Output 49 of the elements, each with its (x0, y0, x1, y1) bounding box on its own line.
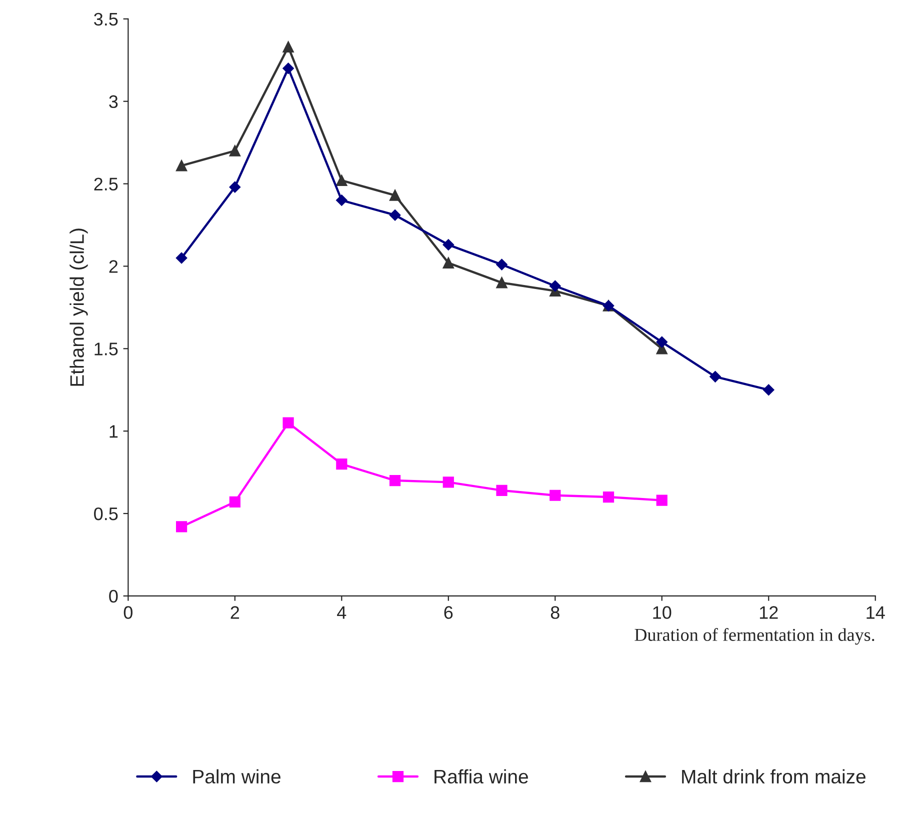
y-tick-label: 2.5 (94, 178, 118, 190)
legend-label: Malt drink from maize (682, 769, 866, 784)
point (550, 490, 561, 501)
point (176, 160, 188, 172)
y-axis-title: Ethanol yield (cl/L) (70, 228, 88, 386)
x-tick-label: 14 (866, 606, 885, 619)
x-tick-label: 10 (653, 606, 672, 619)
x-tick-label: 2 (230, 606, 240, 619)
x-tick-label: 4 (337, 606, 346, 619)
point (442, 476, 454, 488)
point (550, 280, 561, 292)
y-tick-label: 0 (109, 590, 118, 603)
y-tick-label: 1.5 (94, 342, 118, 356)
point (336, 194, 348, 206)
point (282, 41, 294, 52)
point (176, 252, 188, 264)
x-tick-label: 0 (124, 606, 132, 619)
y-tick-label: 0.5 (94, 507, 118, 520)
point (229, 496, 240, 508)
y-tick-label: 3.5 (94, 12, 118, 26)
point (229, 145, 240, 156)
point (496, 277, 508, 288)
x-axis-title: Duration of fermentation in days. (634, 628, 874, 645)
point (282, 417, 294, 428)
point (442, 239, 454, 250)
point (389, 209, 401, 221)
y-tick-label: 1 (110, 425, 118, 438)
point (496, 484, 508, 496)
x-tick-label: 12 (760, 606, 778, 619)
point (496, 258, 508, 270)
point (389, 474, 401, 486)
point (656, 336, 668, 348)
point (336, 458, 348, 470)
y-tick-label: 2 (109, 260, 118, 273)
point (229, 181, 241, 193)
point (442, 257, 454, 268)
point (710, 371, 721, 382)
x-tick-label: 8 (550, 606, 560, 619)
point (389, 190, 401, 201)
point (176, 521, 188, 532)
point (336, 174, 348, 186)
y-tick-label: 3 (109, 95, 118, 108)
legend-label: Palm wine (193, 769, 280, 784)
legend-label: Raffia wine (434, 769, 528, 784)
point (763, 384, 774, 396)
x-tick-label: 6 (444, 606, 453, 619)
point (282, 62, 294, 74)
point (656, 494, 668, 506)
point (602, 491, 614, 503)
